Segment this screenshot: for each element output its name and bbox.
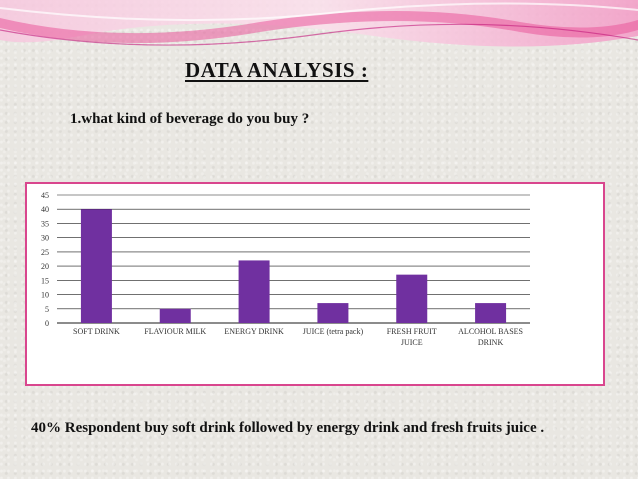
y-tick-label: 15 <box>41 276 49 285</box>
x-category-label: SOFT DRINK <box>73 327 120 336</box>
y-tick-label: 45 <box>41 191 49 200</box>
x-category-label: ENERGY DRINK <box>224 327 284 336</box>
y-tick-label: 40 <box>41 205 49 214</box>
bar <box>475 303 507 323</box>
conclusion-text: 40% Respondent buy soft drink followed b… <box>31 420 545 436</box>
bar-chart: 0 5 10 15 20 25 30 35 40 45 SOFT DRINK FLAVIOUR MIL… <box>41 191 530 347</box>
x-category-label: FLAVIOUR MILK <box>144 327 206 336</box>
x-category-label: JUICE (tetra pack) <box>303 327 364 336</box>
y-tick-label: 0 <box>45 319 49 328</box>
y-tick-label: 5 <box>45 305 49 314</box>
y-tick-label: 10 <box>41 291 49 300</box>
survey-question: 1.what kind of beverage do you buy ? <box>70 111 310 127</box>
bar <box>238 260 270 323</box>
bar <box>396 274 428 323</box>
y-tick-label: 20 <box>41 262 49 271</box>
chart-frame: 0 5 10 15 20 25 30 35 40 45 SOFT DRINK FLAVIOUR MIL… <box>25 182 605 386</box>
y-tick-label: 25 <box>41 248 49 257</box>
x-category-label: FRESH FRUIT JUICE <box>387 327 437 347</box>
slide-title: DATA ANALYSIS : <box>185 58 369 82</box>
x-category-label: ALCOHOL BASES DRINK <box>458 327 523 347</box>
bar <box>317 303 349 323</box>
banner-graphic <box>0 0 638 47</box>
y-tick-label: 30 <box>41 234 49 243</box>
bar <box>159 308 191 323</box>
y-tick-label: 35 <box>41 219 49 228</box>
bar <box>80 209 112 323</box>
decorative-banner <box>0 0 638 60</box>
